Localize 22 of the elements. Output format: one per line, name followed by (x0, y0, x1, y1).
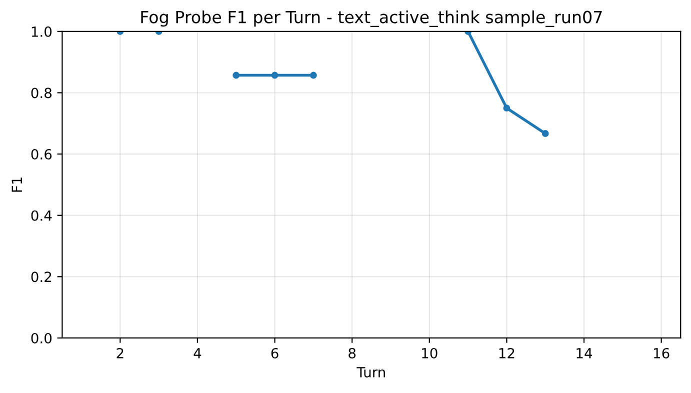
y-tick-label: 0.8 (31, 88, 52, 98)
y-axis-title: F1 (12, 178, 22, 192)
y-tick-label: 1.0 (32, 26, 52, 37)
x-tick-label: 8 (348, 348, 356, 358)
point (232, 72, 240, 79)
point (542, 130, 549, 137)
y-tick-label: 0.2 (31, 272, 52, 282)
y-tick-label: 0.0 (31, 332, 52, 344)
x-tick-label: 12 (499, 348, 514, 358)
x-tick-label: 16 (654, 348, 670, 358)
x-tick-label: 14 (576, 348, 592, 358)
y-tick-label: 0.6 (31, 149, 52, 160)
y-tick-label: 0.4 (31, 210, 52, 221)
x-tick-label: 6 (271, 348, 278, 358)
point (503, 104, 510, 112)
chart-title: Fog Probe F1 per Turn - text_active_think sample_run07 (141, 10, 602, 28)
x-tick-label: 2 (116, 348, 124, 358)
point (271, 72, 278, 79)
x-tick-label: 4 (194, 348, 202, 358)
x-tick-label: 10 (422, 348, 438, 358)
x-axis-title: Turn (356, 367, 385, 378)
point (310, 72, 317, 79)
